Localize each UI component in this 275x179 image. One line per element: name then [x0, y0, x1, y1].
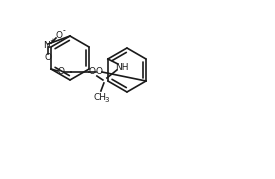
- Text: 3: 3: [105, 97, 109, 103]
- Text: O: O: [95, 67, 103, 76]
- Text: O: O: [45, 54, 51, 62]
- Text: +: +: [49, 38, 55, 44]
- Text: -: -: [63, 26, 65, 35]
- Text: O: O: [88, 67, 95, 76]
- Text: CH: CH: [94, 93, 106, 103]
- Text: NH: NH: [115, 62, 129, 71]
- Text: O: O: [56, 30, 62, 40]
- Text: N: N: [44, 40, 50, 50]
- Text: O: O: [57, 67, 64, 76]
